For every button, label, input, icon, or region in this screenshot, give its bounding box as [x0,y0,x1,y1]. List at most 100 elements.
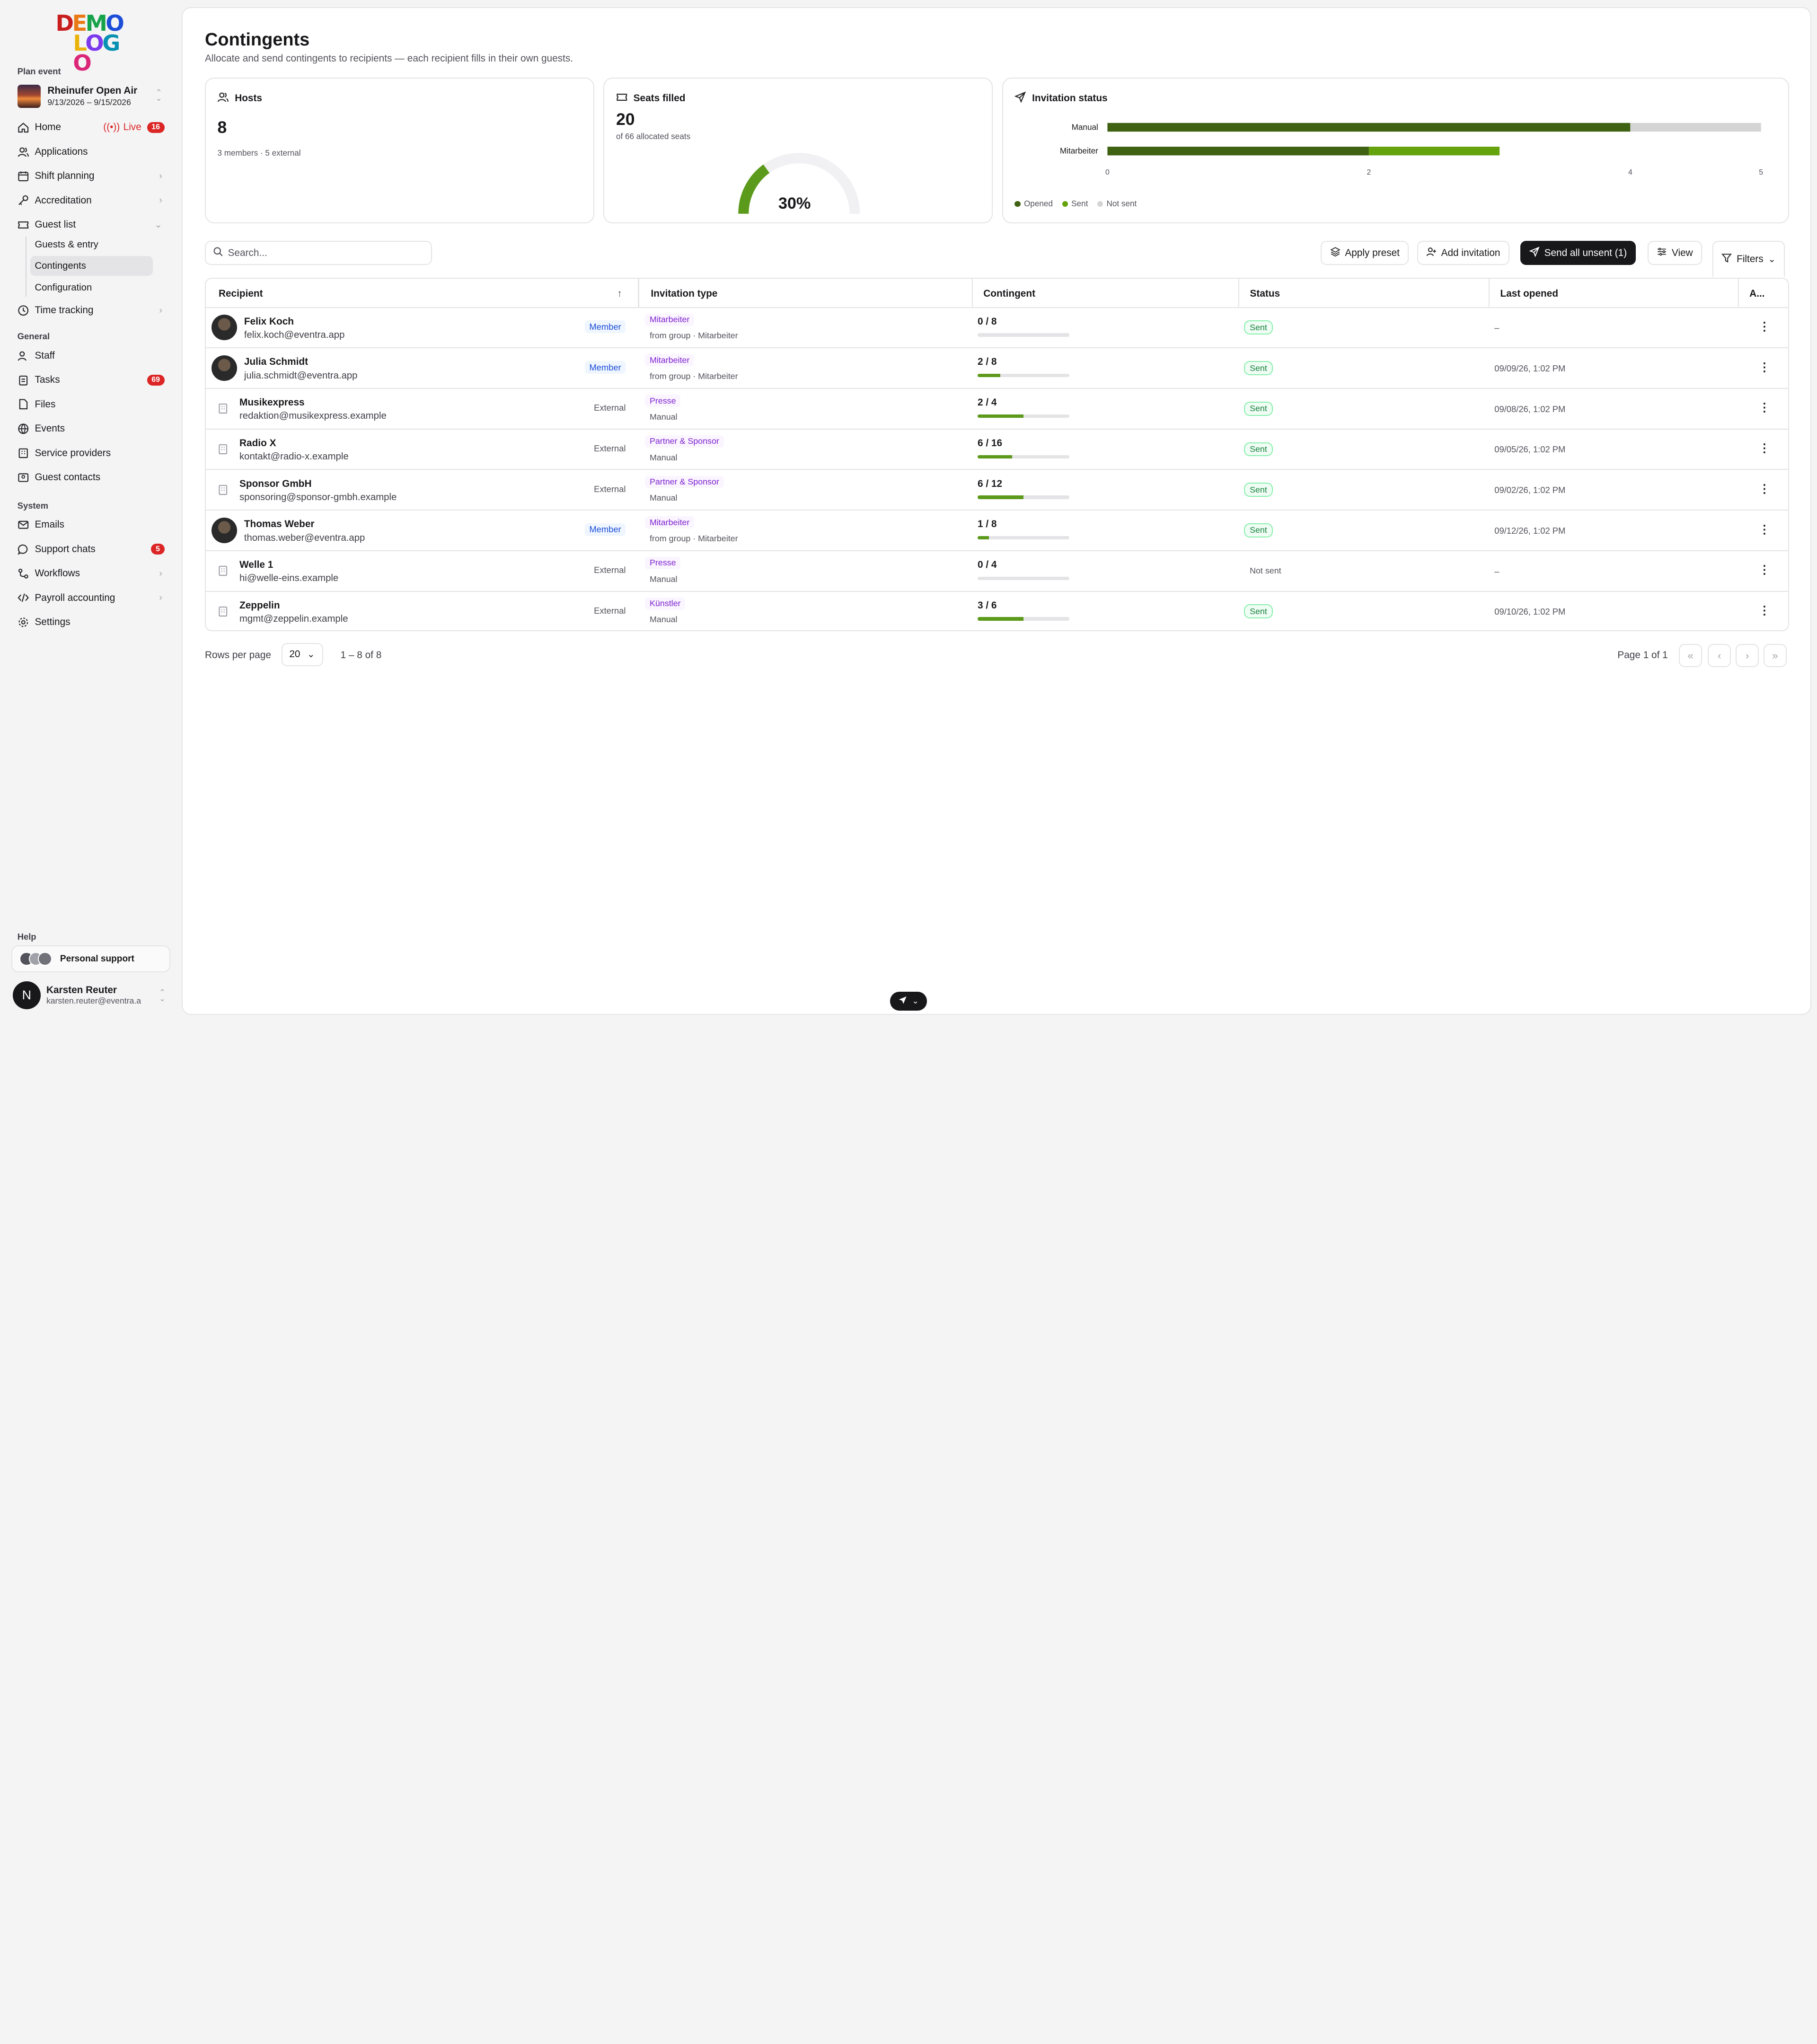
search-input[interactable] [228,247,425,259]
bar-sent[interactable] [1368,147,1500,156]
chevron-updown-icon: ⌃ ⌄ [159,987,166,1003]
sidebar-item-label: Support chats [35,543,96,555]
filters-button[interactable]: Filters ⌄ [1712,240,1785,277]
live-indicator[interactable]: ((•)) Live [103,122,141,133]
column-header-invitation-type[interactable]: Invitation type [651,288,718,299]
legend-item-sent: Sent [1062,199,1088,209]
previous-page-button[interactable]: ‹ [1708,644,1731,668]
invitation-type-badge: Künstler [645,597,686,610]
building-icon [217,484,229,495]
table-row[interactable]: Sponsor GmbH sponsoring@sponsor-gmbh.exam… [206,470,1788,511]
event-switcher[interactable]: Rheinufer Open Air 9/13/2026 – 9/15/2026… [14,83,169,109]
rows-per-page-select[interactable]: 20 ⌄ [281,643,323,666]
last-opened: 09/05/26, 1:02 PM [1494,444,1566,455]
building-icon [217,606,229,617]
send-fab-button[interactable]: ⌄ [890,992,927,1011]
table-row[interactable]: Thomas Weber thomas.weber@eventra.app Memb… [206,511,1788,551]
column-header-actions[interactable]: A... [1749,288,1765,299]
more-vertical-icon[interactable]: ⋮ [1758,361,1771,374]
table-row[interactable]: Radio X kontakt@radio-x.example External Pa… [206,430,1788,470]
table-row[interactable]: Felix Koch felix.koch@eventra.app Member Mi… [206,308,1788,349]
chevron-updown-icon: ⌃ ⌄ [155,87,162,103]
column-header-contingent[interactable]: Contingent [983,288,1035,299]
invitation-type-badge: Mitarbeiter [645,313,695,326]
table-row[interactable]: Zeppelin mgmt@zeppelin.example External Kün… [206,592,1788,631]
status-badge: Sent [1244,320,1273,335]
sidebar-item-time-tracking[interactable]: Time tracking › [11,300,169,321]
last-opened: – [1494,566,1499,576]
rows-per-page-label: Rows per page [205,650,271,661]
support-count-badge: 5 [151,544,165,555]
recipient-kind-badge: External [594,605,626,616]
recipient-kind-badge: External [594,565,626,575]
sidebar-item-accreditation[interactable]: Accreditation › [11,190,169,211]
sidebar-item-tasks[interactable]: Tasks 69 [11,370,169,390]
sidebar-item-label: Workflows [35,568,80,579]
bar-opened[interactable] [1107,147,1369,156]
sidebar-item-applications[interactable]: Applications [11,141,169,162]
more-vertical-icon[interactable]: ⋮ [1758,401,1771,414]
table-row[interactable]: Julia Schmidt julia.schmidt@eventra.app Me… [206,348,1788,389]
column-header-last-opened[interactable]: Last opened [1500,288,1559,299]
event-thumbnail [17,84,41,108]
user-plus-icon [1426,247,1437,260]
search-box[interactable] [205,240,432,265]
apply-preset-button[interactable]: Apply preset [1321,240,1409,265]
first-page-button[interactable]: « [1679,644,1702,668]
sidebar-item-emails[interactable]: Emails [11,514,169,535]
demo-logo[interactable]: DEMO LOGO [55,10,124,76]
user-menu[interactable]: N Karsten Reuter karsten.reuter@eventra.… [12,980,169,1011]
sort-ascending-icon[interactable]: ↑ [617,288,622,299]
sidebar-item-files[interactable]: Files [11,394,169,415]
recipient-name: Julia Schmidt [244,356,309,368]
view-button[interactable]: View [1648,240,1702,265]
user-name: Karsten Reuter [46,985,117,996]
sidebar-subitem-configuration[interactable]: Configuration [35,282,92,293]
column-header-recipient[interactable]: Recipient [218,288,263,299]
recipient-name: Thomas Weber [244,519,315,530]
sidebar-item-guest-contacts[interactable]: Guest contacts [11,467,169,488]
sidebar-subitem-contingents[interactable]: Contingents [30,256,153,276]
recipient-email: felix.koch@eventra.app [244,330,345,341]
clock-icon [18,305,29,316]
more-vertical-icon[interactable]: ⋮ [1758,523,1771,536]
sidebar-item-guest-list[interactable]: Guest list ⌄ [11,214,169,235]
avatar [212,355,238,381]
invitation-status-chart: Manual Mitarbeiter 0 2 4 5 [1060,123,1763,176]
sidebar-item-workflows[interactable]: Workflows › [11,563,169,584]
bar-not-sent[interactable] [1630,123,1761,132]
more-vertical-icon[interactable]: ⋮ [1758,442,1771,455]
more-vertical-icon[interactable]: ⋮ [1758,320,1771,333]
send-all-unsent-button[interactable]: Send all unsent (1) [1520,240,1636,265]
sidebar-item-events[interactable]: Events [11,418,169,439]
sidebar-item-payroll-accounting[interactable]: Payroll accounting › [11,588,169,608]
hosts-value: 8 [217,117,227,137]
more-vertical-icon[interactable]: ⋮ [1758,604,1771,617]
bar-opened[interactable] [1107,123,1631,132]
page-info: Page 1 of 1 [1617,650,1668,661]
sidebar-item-staff[interactable]: Staff [11,345,169,366]
column-header-status[interactable]: Status [1250,288,1280,299]
section-plan-event: Plan event [17,66,61,76]
send-icon [1529,246,1540,260]
more-vertical-icon[interactable]: ⋮ [1758,564,1771,577]
contingents-table: Recipient ↑ Invitation type Contingent S… [205,278,1789,632]
next-page-button[interactable]: › [1736,644,1759,668]
add-invitation-button[interactable]: Add invitation [1417,240,1509,265]
table-row[interactable]: Welle 1 hi@welle-eins.example External Pres… [206,551,1788,592]
contingent-count: 2 / 4 [978,397,997,408]
table-row[interactable]: Musikexpress redaktion@musikexpress.examp… [206,389,1788,430]
sidebar-subitem-guests-entry[interactable]: Guests & entry [35,239,98,250]
seats-value: 20 [616,109,635,129]
sidebar-item-settings[interactable]: Settings [11,612,169,633]
chevron-down-icon: ⌄ [1768,254,1776,264]
sidebar-item-support-chats[interactable]: Support chats 5 [11,539,169,560]
personal-support-button[interactable]: Personal support [11,945,170,972]
sidebar-item-shift-planning[interactable]: Shift planning › [11,166,169,186]
building-icon [217,443,229,455]
contingent-progress-fill [978,536,989,540]
last-page-button[interactable]: » [1763,644,1787,668]
sidebar-item-home[interactable]: Home ((•)) Live 16 [11,117,169,138]
sidebar-item-service-providers[interactable]: Service providers [11,443,169,464]
more-vertical-icon[interactable]: ⋮ [1758,482,1771,495]
